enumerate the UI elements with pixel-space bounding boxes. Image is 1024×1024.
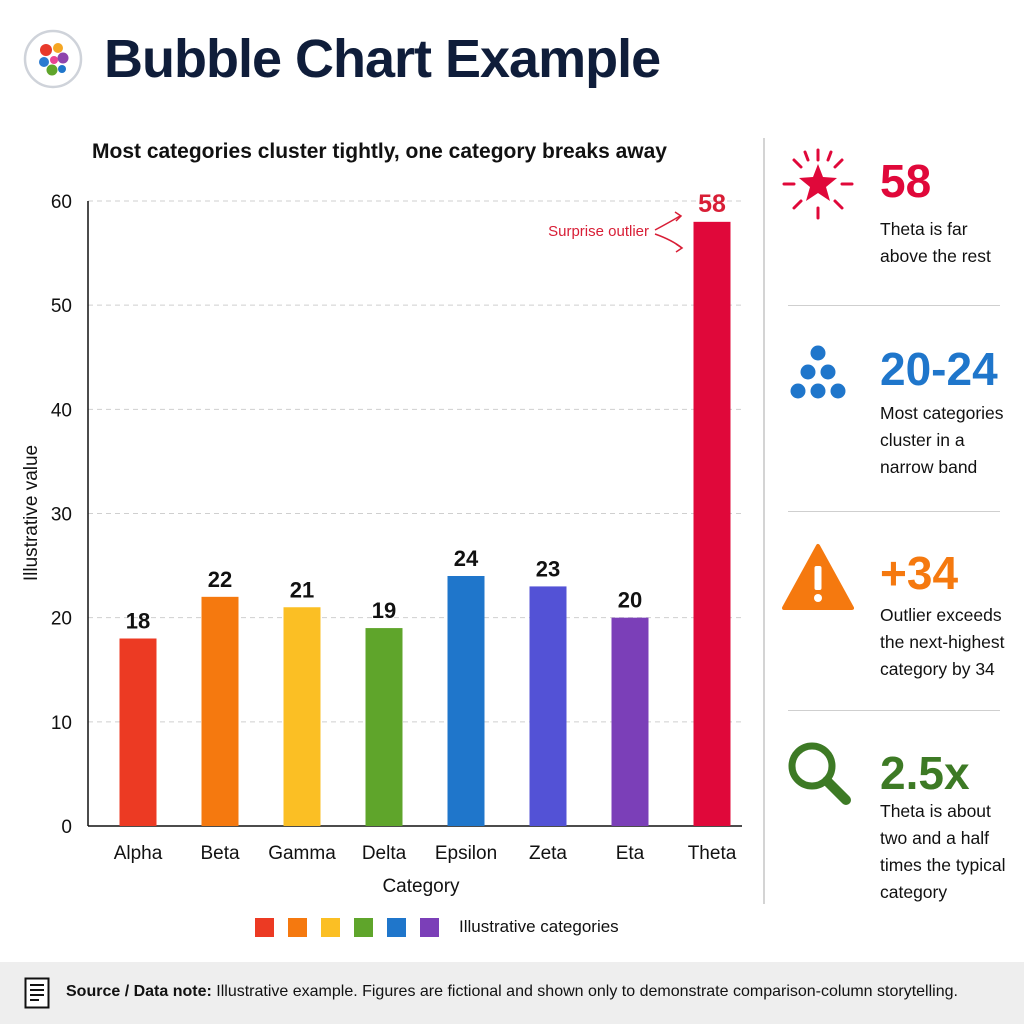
bar [283,607,321,826]
legend-swatch [321,917,340,937]
header: Bubble Chart Example [22,24,661,94]
magnifier-icon [788,742,851,805]
annotation-arrowhead [675,243,684,253]
x-tick-label: Delta [362,843,407,864]
y-axis-title: Illustrative value [21,445,42,581]
kpi-value: +34 [880,547,959,599]
x-axis-title: Category [382,876,460,897]
x-tick-label: Epsilon [435,843,497,864]
y-tick-label: 40 [51,400,72,421]
x-tick-label: Theta [688,843,737,864]
document-icon [24,977,50,1009]
kpi-panel: 58 Theta is far above the rest 20-24 Mos… [770,138,1024,928]
data-label: 21 [290,577,314,602]
star-burst-icon [782,148,854,220]
legend-swatch [354,917,373,937]
footer-note: Source / Data note: Illustrative example… [66,983,958,1001]
kpi-outlier-value: 58 Theta is far above the rest [770,138,1024,308]
kpi-description: Outlier exceeds the next-highest categor… [880,605,1005,679]
legend: Illustrative categories [255,915,619,939]
footer: Source / Data note: Illustrative example… [0,962,1024,1024]
bar-chart: 0 10 20 30 40 50 60 18 Alpha 22 Beta 21 Gamma 19 Delta… [21,190,742,897]
bar [611,617,649,826]
bar [447,576,485,826]
legend-swatch [288,917,307,937]
kpi-separator [788,305,1000,306]
bar [529,586,567,826]
kpi-value: 58 [880,155,932,207]
kpi-description: Theta is far above the rest [880,219,991,266]
page-title: Bubble Chart Example [104,29,661,89]
chart-title: Most categories cluster tightly, one cat… [92,140,667,163]
data-label: 19 [372,598,396,623]
annotation-arrowhead [674,211,683,222]
x-tick-label: Zeta [529,843,567,864]
y-tick-label: 20 [51,609,72,630]
data-label: 58 [698,190,726,218]
warning-icon [782,544,854,610]
x-tick-label: Alpha [114,843,163,864]
kpi-description: Theta is about two and a half times the … [880,801,1006,902]
kpi-ratio: 2.5x Theta is about two and a half times… [770,730,1024,920]
data-label: 22 [208,567,232,592]
y-tick-label: 10 [51,713,72,734]
bar [693,221,731,827]
data-label: 18 [126,609,150,634]
y-tick-label: 30 [51,505,72,526]
legend-label: Illustrative categories [459,917,619,936]
kpi-separator [788,511,1000,512]
data-label: 23 [536,556,560,581]
x-tick-label: Gamma [268,843,336,864]
legend-swatch [420,917,439,937]
data-label: 20 [618,588,642,613]
legend-swatch [255,917,274,937]
y-tick-label: 60 [51,192,72,213]
x-tick-label: Beta [200,843,240,864]
panel-divider [763,138,765,904]
kpi-cluster-range: 20-24 Most categories cluster in a narro… [770,328,1024,508]
kpi-outlier-gap: +34 Outlier exceeds the next-highest cat… [770,538,1024,708]
x-tick-label: Eta [616,843,645,864]
y-tick-label: 50 [51,296,72,317]
legend-swatch [387,917,406,937]
bar [119,638,157,826]
kpi-description: Most categories cluster in a narrow band [880,403,1004,477]
y-tick-label: 0 [61,817,72,838]
data-label: 24 [454,546,479,571]
bar [365,628,403,826]
kpi-value: 20-24 [880,343,998,395]
annotation-label: Surprise outlier [548,223,649,240]
kpi-value: 2.5x [880,747,970,799]
palette-logo-icon [23,29,83,89]
bar [201,596,239,826]
kpi-separator [788,710,1000,711]
footer-text: Illustrative example. Figures are fictio… [216,983,958,1000]
footer-label: Source / Data note: [66,983,212,1000]
dot-cluster-icon [790,345,846,399]
annotation-arrow [654,215,681,231]
